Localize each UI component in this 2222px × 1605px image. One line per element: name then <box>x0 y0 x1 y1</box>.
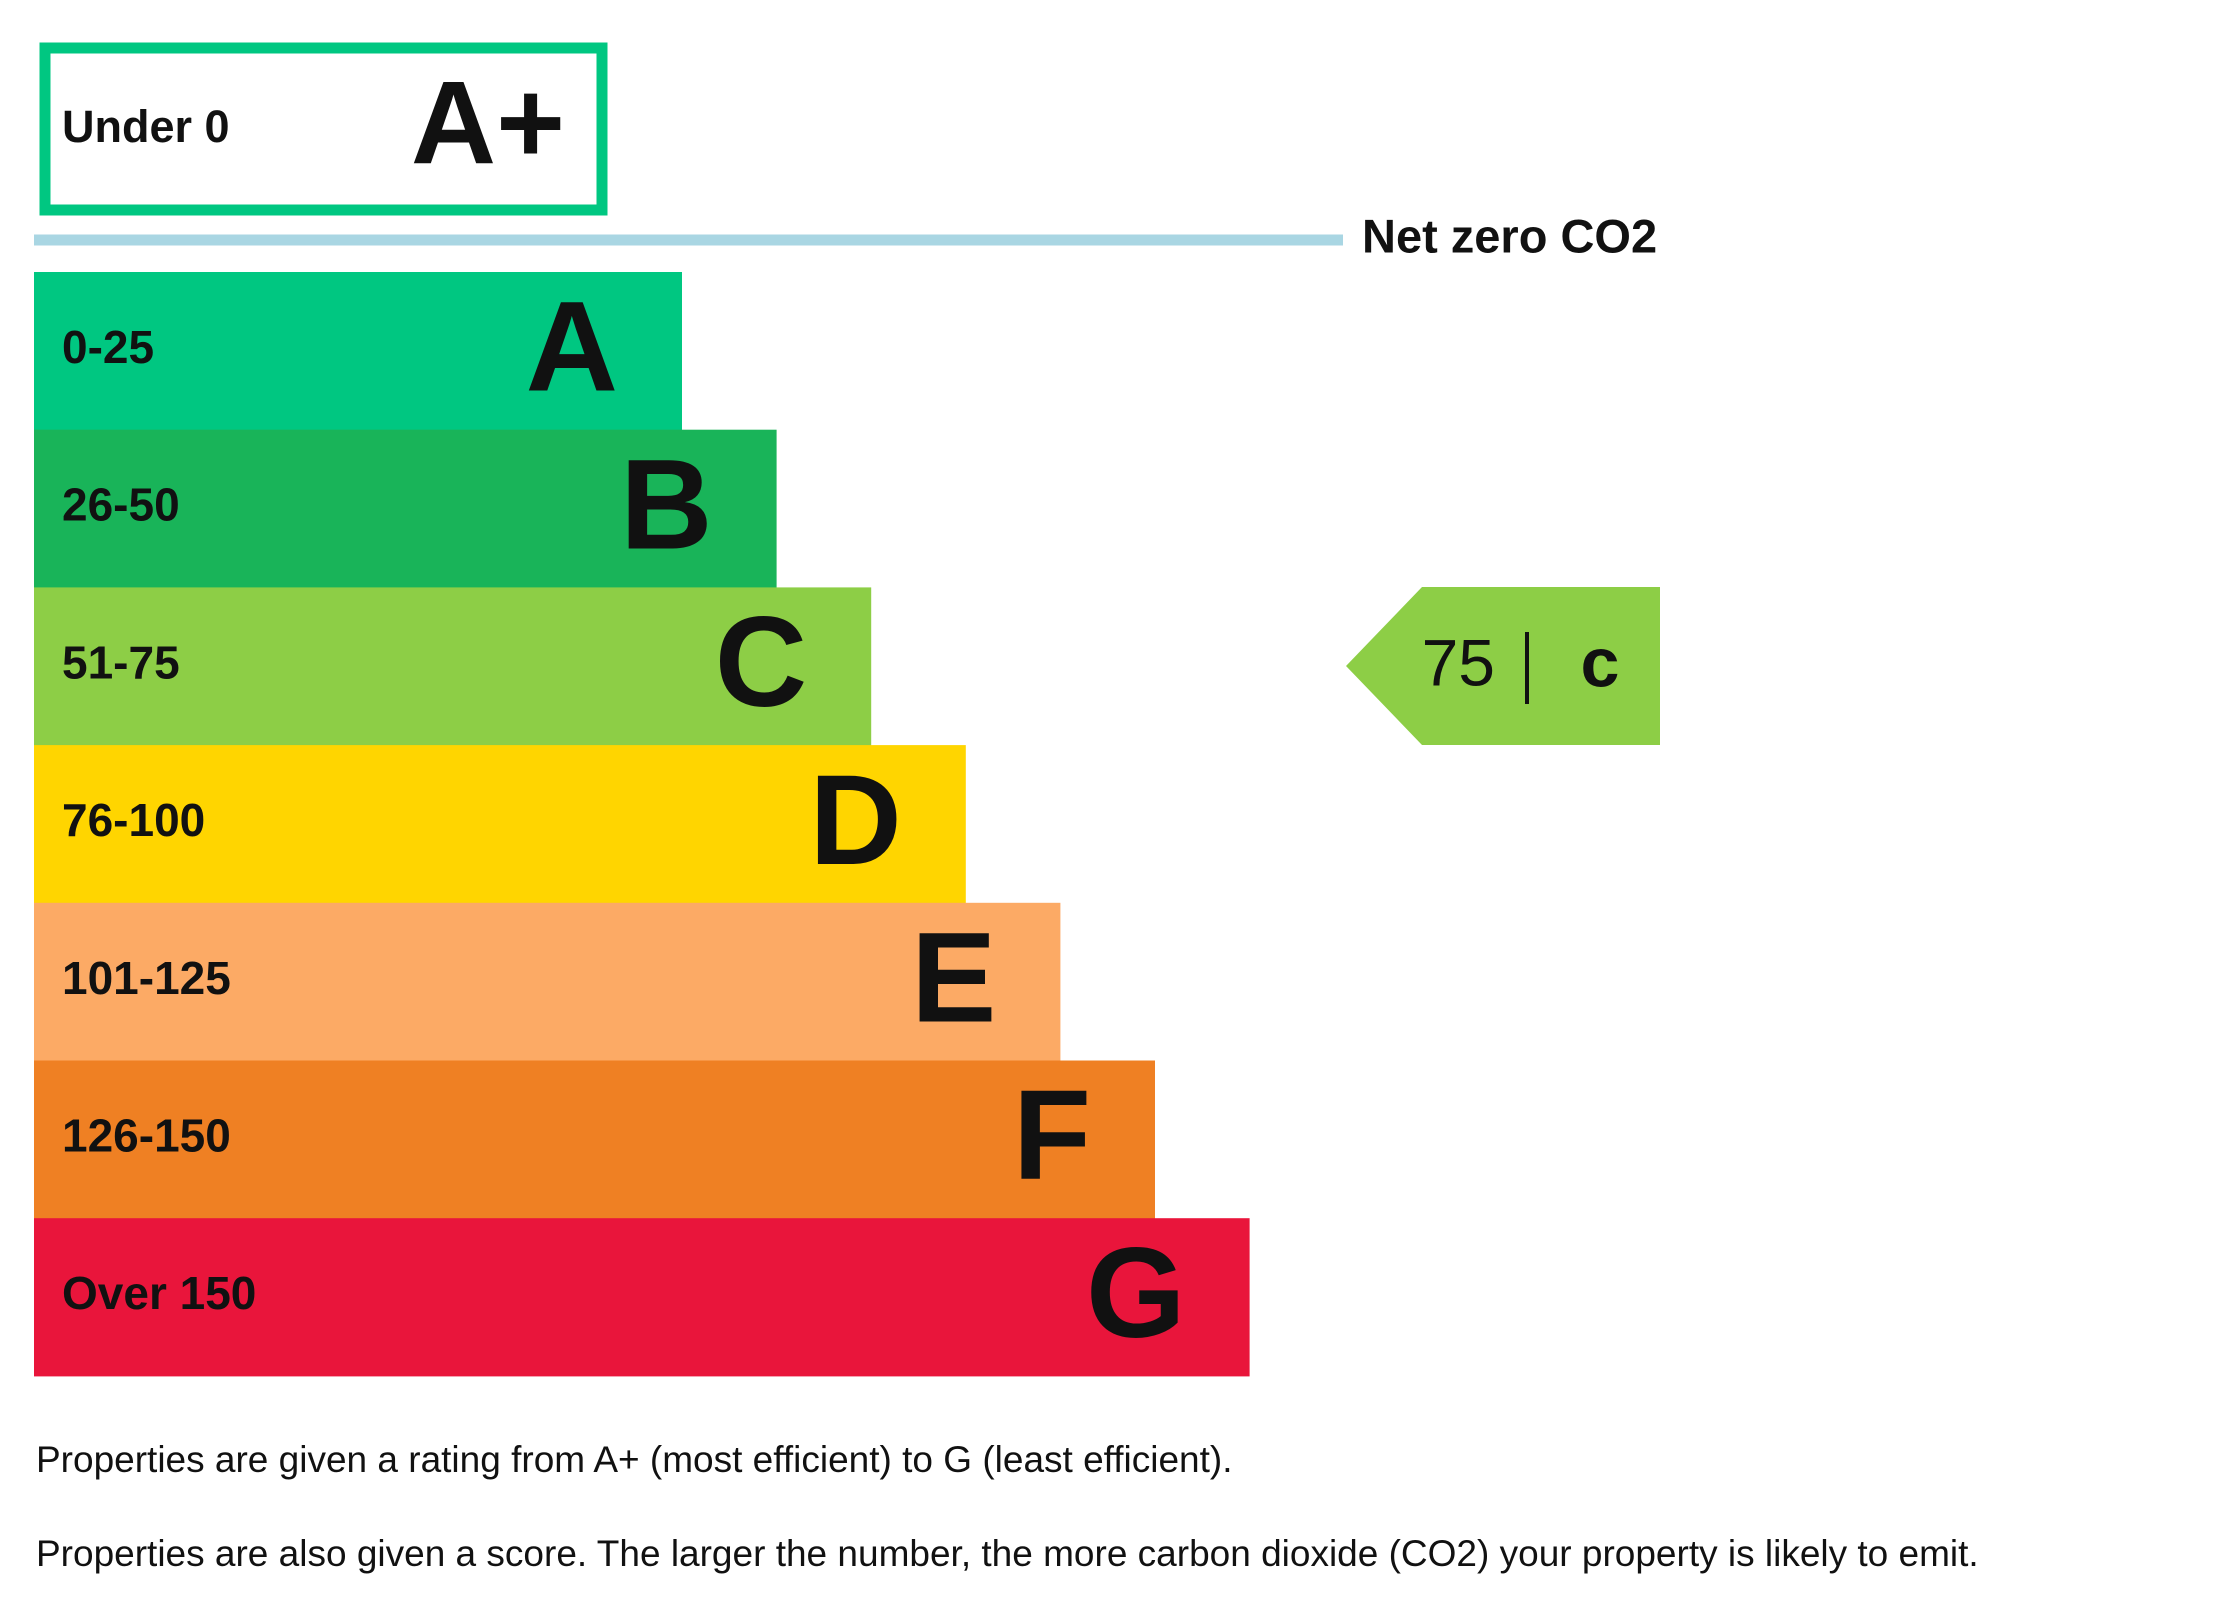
band-grade: G <box>1086 1222 1186 1365</box>
band-grade: D <box>809 749 901 892</box>
header-box <box>39 42 608 216</box>
band-range: 126-150 <box>62 1110 231 1162</box>
note: Properties are given a rating from A+ (m… <box>36 1439 1233 1480</box>
note: Properties are also given a score. The l… <box>36 1533 1979 1574</box>
bands: 0-25 A 26-50 B 51-75 C 76-100 D 101-125 E 126-150 F… <box>34 272 1250 1377</box>
rating-arrow <box>1346 587 1660 745</box>
band-range: 51-75 <box>62 636 180 688</box>
band <box>34 902 1061 1061</box>
band-range: Over 150 <box>62 1267 256 1319</box>
current-rating: 75 c <box>1346 587 1660 745</box>
band-range: 0-25 <box>62 321 154 373</box>
band-range: 76-100 <box>62 794 205 846</box>
band-grade: E <box>911 906 996 1049</box>
band-grade: A <box>526 276 618 419</box>
net-zero-label: Net zero CO2 <box>1362 209 1657 262</box>
header-label: Under 0 <box>62 101 230 152</box>
band-range: 101-125 <box>62 952 231 1004</box>
band <box>34 1060 1155 1219</box>
rating-score: 75 <box>1422 625 1495 699</box>
band <box>34 272 682 431</box>
band-grade: B <box>620 433 712 576</box>
band <box>34 745 966 904</box>
band-range: 26-50 <box>62 479 180 531</box>
band <box>34 1218 1250 1377</box>
header-grade: A+ <box>411 57 565 189</box>
rating-grade: c <box>1581 623 1620 701</box>
band <box>34 429 777 588</box>
band-grade: F <box>1013 1064 1091 1207</box>
band <box>34 587 872 746</box>
band-grade: C <box>715 591 807 734</box>
